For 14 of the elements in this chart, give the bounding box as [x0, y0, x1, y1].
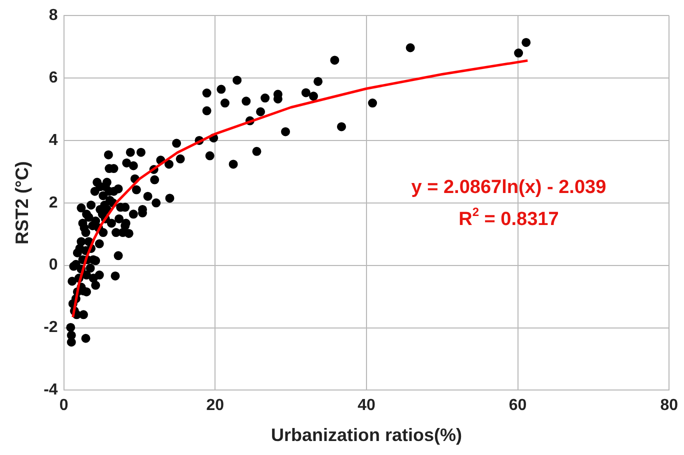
y-axis-title: RST2 (°C) — [12, 161, 32, 244]
y-tick-label: 4 — [48, 132, 58, 149]
y-tick-label: 8 — [48, 7, 58, 24]
x-axis-title: Urbanization ratios(%) — [270, 425, 462, 446]
annotation: y = 2.0867ln(x) - 2.039 — [411, 177, 606, 198]
y-tick-label: 2 — [48, 194, 58, 212]
x-tick-label: 40 — [358, 397, 376, 414]
y-tick-label: 0 — [48, 256, 58, 274]
y-tick-label: -4 — [44, 382, 58, 399]
y-tick-label: -2 — [44, 319, 58, 336]
y-tick-label: 6 — [48, 69, 58, 86]
x-tick-label: 80 — [660, 397, 678, 414]
x-tick-label: 20 — [206, 397, 224, 414]
x-tick-label: 60 — [508, 397, 527, 414]
